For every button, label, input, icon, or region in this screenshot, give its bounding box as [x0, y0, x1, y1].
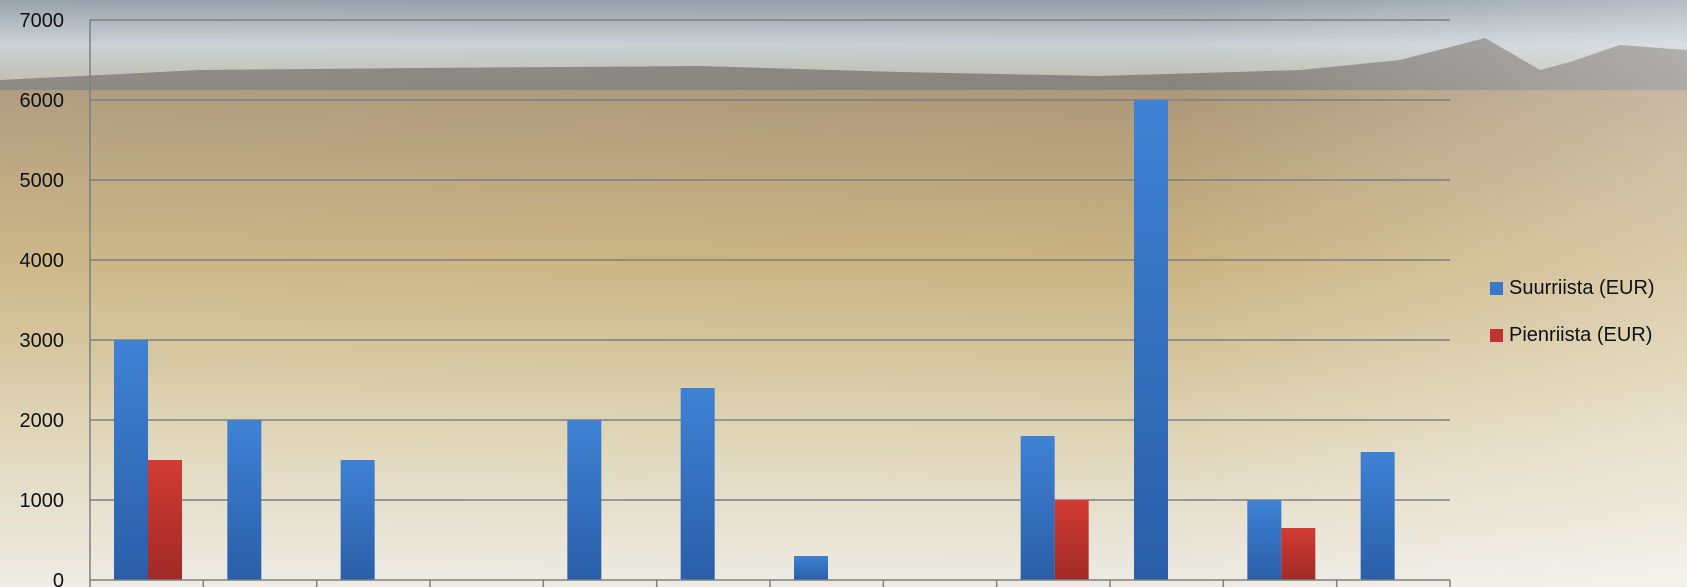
axes: [89, 20, 1451, 587]
legend-item-suurriista: Suurriista (EUR): [1490, 274, 1655, 302]
y-tick-label: 4000: [20, 250, 65, 272]
y-axis-tick-labels: 0 1000 2000 3000 4000 5000 6000 7000: [20, 10, 65, 587]
bar-suurriista-12: [1360, 452, 1395, 580]
bars: [114, 100, 1395, 580]
bar-suurriista-7: [794, 556, 828, 580]
bar-suurriista-1: [114, 340, 148, 580]
bar-suurriista-11: [1247, 500, 1282, 580]
bar-suurriista-9: [1020, 436, 1055, 580]
bar-pienriista-1: [148, 460, 182, 580]
legend-swatch-suurriista: [1490, 281, 1503, 295]
y-tick-label: 1000: [20, 490, 65, 512]
y-tick-label: 6000: [20, 90, 65, 112]
y-tick-label: 2000: [20, 410, 65, 432]
legend-item-pienriista: Pienriista (EUR): [1490, 321, 1655, 349]
y-tick-label: 3000: [20, 330, 65, 352]
legend: Suurriista (EUR) Pienriista (EUR): [1490, 274, 1655, 368]
legend-label-pienriista: Pienriista (EUR): [1509, 323, 1653, 346]
bar-suurriista-6: [680, 388, 715, 580]
bar-suurriista-3: [340, 460, 375, 580]
y-tick-label: 7000: [20, 10, 65, 32]
bar-pienriista-11: [1281, 528, 1316, 580]
gridlines: [90, 19, 1450, 501]
y-tick-label: 0: [53, 570, 64, 587]
bar-suurriista-2: [227, 420, 262, 580]
legend-label-suurriista: Suurriista (EUR): [1509, 276, 1655, 299]
bar-suurriista-10: [1134, 100, 1168, 580]
bar-pienriista-9: [1054, 500, 1089, 580]
bar-suurriista-5: [567, 420, 602, 580]
y-tick-label: 5000: [20, 170, 65, 192]
legend-swatch-pienriista: [1490, 328, 1503, 342]
